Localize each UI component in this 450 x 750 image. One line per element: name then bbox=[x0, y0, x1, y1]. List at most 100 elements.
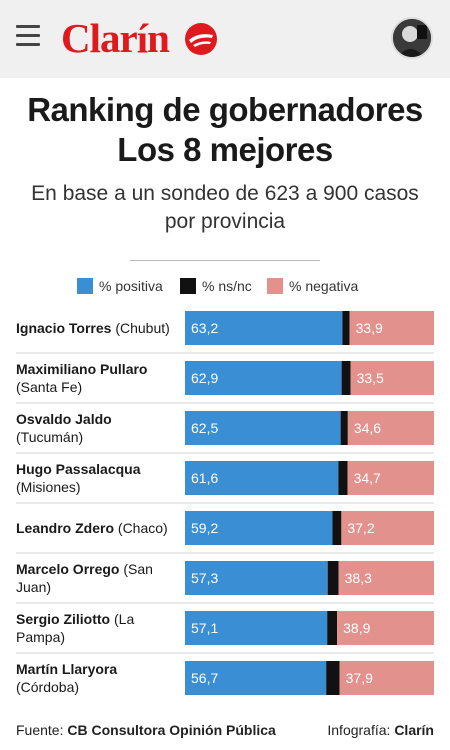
user-avatar[interactable] bbox=[391, 17, 433, 59]
governor-label: (Misiones) bbox=[16, 479, 81, 495]
hamburger-menu-icon[interactable] bbox=[16, 25, 40, 47]
governor-label: (Santa Fe) bbox=[16, 379, 82, 395]
bar-segment bbox=[185, 561, 328, 595]
subtitle-line-1: En base a un sondeo de 623 a 900 casos bbox=[31, 182, 419, 205]
bar-segment bbox=[339, 661, 434, 695]
bar-value-label: 62,9 bbox=[191, 370, 218, 386]
governor-label: Martín Llaryora bbox=[16, 661, 117, 677]
bar-value-label: 33,5 bbox=[357, 370, 384, 386]
bar-value-label: 37,2 bbox=[347, 520, 374, 536]
governor-province: Juan) bbox=[16, 579, 51, 595]
legend-item-negativa: % negativa bbox=[267, 276, 358, 296]
governor-province: (Chubut) bbox=[111, 320, 169, 336]
governor-name: Maximiliano Pullaro bbox=[16, 361, 147, 377]
footer-source-name: CB Consultora Opinión Pública bbox=[67, 722, 276, 738]
governor-label: Maximiliano Pullaro bbox=[16, 361, 147, 377]
legend-item-nsnc: % ns/nc bbox=[180, 276, 252, 296]
governor-name: Martín Llaryora bbox=[16, 661, 117, 677]
bar-segment bbox=[342, 311, 350, 345]
governor-name: Leandro Zdero bbox=[16, 520, 114, 536]
bar-value-label: 57,1 bbox=[191, 620, 218, 636]
bar-segment bbox=[185, 511, 333, 545]
governor-province: Pampa) bbox=[16, 629, 65, 645]
bar-value-label: 61,6 bbox=[191, 470, 218, 486]
governor-label: Marcelo Orrego (San bbox=[16, 561, 153, 577]
bar-value-label: 56,7 bbox=[191, 670, 218, 686]
bar-segment bbox=[347, 461, 434, 495]
bar-segment bbox=[337, 611, 434, 645]
bar-segment bbox=[338, 461, 348, 495]
divider bbox=[130, 260, 320, 261]
bar-value-label: 37,9 bbox=[346, 670, 373, 686]
governor-label: (Córdoba) bbox=[16, 679, 79, 695]
chart-title: Ranking de gobernadores Los 8 mejores bbox=[0, 90, 450, 170]
governor-label: Hugo Passalacqua bbox=[16, 461, 141, 477]
bar-value-label: 33,9 bbox=[356, 320, 383, 336]
bar-segment bbox=[185, 661, 327, 695]
bar-segment bbox=[185, 461, 339, 495]
bar-value-label: 57,3 bbox=[191, 570, 218, 586]
governor-name: Osvaldo Jaldo bbox=[16, 411, 112, 427]
governor-name: Hugo Passalacqua bbox=[16, 461, 141, 477]
governor-label: (Tucumán) bbox=[16, 429, 83, 445]
bar-segment bbox=[326, 661, 340, 695]
governor-province: (Tucumán) bbox=[16, 429, 83, 445]
governor-label: Ignacio Torres (Chubut) bbox=[16, 320, 170, 336]
governor-province: (Chaco) bbox=[114, 520, 168, 536]
legend-label-positiva: % positiva bbox=[99, 278, 163, 294]
bar-value-label: 38,3 bbox=[345, 570, 372, 586]
bar-value-label: 62,5 bbox=[191, 420, 218, 436]
governor-province: (Santa Fe) bbox=[16, 379, 82, 395]
legend-swatch-negativa bbox=[267, 278, 283, 294]
clarin-logo-mark-icon bbox=[185, 23, 217, 55]
governor-name: Ignacio Torres bbox=[16, 320, 112, 336]
bar-segment bbox=[340, 411, 348, 445]
bar-segment bbox=[350, 361, 434, 395]
footer-credit: Infografía: Clarín bbox=[327, 722, 434, 738]
bar-segment bbox=[185, 611, 328, 645]
legend-label-nsnc: % ns/nc bbox=[202, 278, 252, 294]
governor-name: Marcelo Orrego bbox=[16, 561, 119, 577]
bar-value-label: 59,2 bbox=[191, 520, 218, 536]
bar-value-label: 34,6 bbox=[354, 420, 381, 436]
governor-province: (Córdoba) bbox=[16, 679, 79, 695]
governor-province: (Misiones) bbox=[16, 479, 81, 495]
subtitle-line-2: por provincia bbox=[164, 210, 286, 233]
chart-legend: % positiva % ns/nc % negativa bbox=[0, 276, 450, 296]
bar-segment bbox=[327, 611, 338, 645]
footer-source-prefix: Fuente: bbox=[16, 722, 68, 738]
bar-value-label: 38,9 bbox=[343, 620, 370, 636]
legend-swatch-positiva bbox=[77, 278, 93, 294]
governor-label: Pampa) bbox=[16, 629, 65, 645]
chart-subtitle: En base a un sondeo de 623 a 900 casos p… bbox=[0, 180, 450, 236]
legend-swatch-nsnc bbox=[180, 278, 196, 294]
title-line-2: Los 8 mejores bbox=[117, 131, 333, 168]
bar-segment bbox=[349, 311, 434, 345]
governor-province: (La bbox=[110, 611, 134, 627]
bar-segment bbox=[341, 361, 351, 395]
legend-label-negativa: % negativa bbox=[289, 278, 359, 294]
top-bar: Clarín bbox=[0, 0, 450, 78]
governor-label: Juan) bbox=[16, 579, 51, 595]
bar-segment bbox=[185, 411, 341, 445]
footer-credit-prefix: Infografía: bbox=[327, 722, 395, 738]
stacked-bar-chart: Ignacio Torres (Chubut) 63,2 33,9 Maximilia… bbox=[16, 311, 434, 695]
governor-province: (San bbox=[119, 561, 152, 577]
bar-segment bbox=[185, 311, 343, 345]
footer-credit-name: Clarín bbox=[394, 722, 434, 738]
footer-source: Fuente: CB Consultora Opinión Pública bbox=[16, 722, 276, 738]
bar-segment bbox=[327, 561, 339, 595]
bar-value-label: 34,7 bbox=[354, 470, 381, 486]
governor-name: Sergio Ziliotto bbox=[16, 611, 110, 627]
title-line-1: Ranking de gobernadores bbox=[27, 91, 423, 128]
bar-segment bbox=[338, 561, 434, 595]
governor-label: Leandro Zdero (Chaco) bbox=[16, 520, 168, 536]
governor-label: Osvaldo Jaldo bbox=[16, 411, 112, 427]
bar-segment bbox=[185, 361, 342, 395]
avatar-photo-icon bbox=[393, 19, 431, 57]
bar-segment bbox=[347, 411, 434, 445]
bar-segment bbox=[332, 511, 342, 545]
bar-value-label: 63,2 bbox=[191, 320, 218, 336]
legend-item-positiva: % positiva bbox=[77, 276, 163, 296]
clarin-logo[interactable]: Clarín bbox=[61, 15, 170, 61]
